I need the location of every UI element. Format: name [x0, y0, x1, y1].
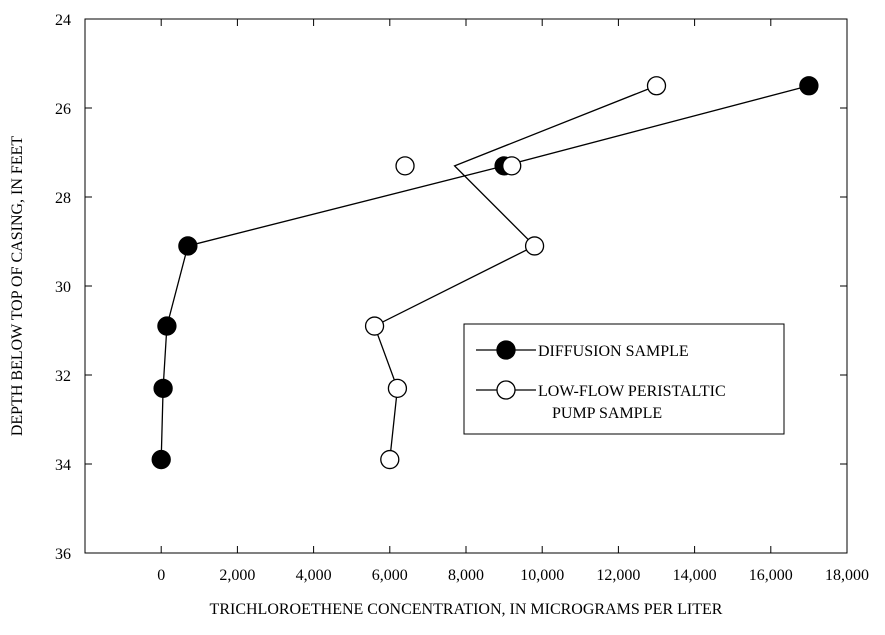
y-axis-ticks: 24 26 28 30 32 34 36: [55, 12, 847, 563]
x-tick-label: 0: [157, 567, 165, 584]
legend-filled-circle-icon: [496, 340, 516, 360]
x-tick-label: 8,000: [448, 567, 484, 584]
y-axis-title: DEPTH BELOW TOP OF CASING, IN FEET: [9, 136, 26, 437]
x-tick-label: 6,000: [372, 567, 408, 584]
y-tick-label: 28: [55, 190, 71, 207]
plot-frame: [84, 18, 848, 554]
series-line-0: [160, 85, 810, 460]
diffusion-data-point: [157, 316, 177, 336]
y-tick-label: 34: [55, 457, 71, 474]
diffusion-data-point: [153, 378, 173, 399]
x-tick-label: 14,000: [673, 567, 717, 584]
x-axis-ticks: 0 2,000 4,000 6,000 8,000 10,000 12,000 14,000 1…: [157, 19, 869, 584]
x-tick-label: 12,000: [596, 567, 640, 584]
legend-label: DIFFUSION SAMPLE: [538, 343, 689, 360]
pump-data-point: [646, 76, 667, 96]
y-tick-label: 24: [55, 12, 71, 29]
diffusion-data-point: [151, 449, 171, 470]
y-tick-label: 36: [55, 546, 71, 563]
diffusion-data-point: [799, 76, 819, 96]
pump-data-point: [502, 156, 522, 176]
x-tick-label: 4,000: [296, 567, 332, 584]
pump-data-point: [387, 378, 408, 399]
legend-label: LOW-FLOW PERISTALTIC: [538, 383, 726, 400]
pump-data-point: [364, 316, 385, 336]
pump-data-point: [380, 449, 400, 470]
y-tick-label: 32: [55, 368, 71, 385]
x-axis-title: TRICHLOROETHENE CONCENTRATION, IN MICROG…: [210, 601, 723, 618]
y-tick-label: 26: [55, 101, 71, 118]
pump-data-point: [395, 156, 415, 176]
series-line-1: [373, 85, 657, 460]
x-tick-label: 10,000: [520, 567, 564, 584]
x-tick-label: 18,000: [825, 567, 869, 584]
diffusion-data-point: [178, 236, 198, 256]
legend-box: [463, 323, 785, 435]
legend: DIFFUSION SAMPLE LOW-FLOW PERISTALTIC PUMP…: [463, 323, 785, 435]
x-tick-label: 2,000: [219, 567, 255, 584]
pump-data-point: [524, 236, 545, 256]
y-tick-label: 30: [55, 279, 71, 296]
legend-open-circle-icon: [496, 380, 516, 400]
x-tick-label: 16,000: [749, 567, 793, 584]
legend-label: PUMP SAMPLE: [552, 405, 662, 422]
series-layer: [151, 76, 819, 470]
